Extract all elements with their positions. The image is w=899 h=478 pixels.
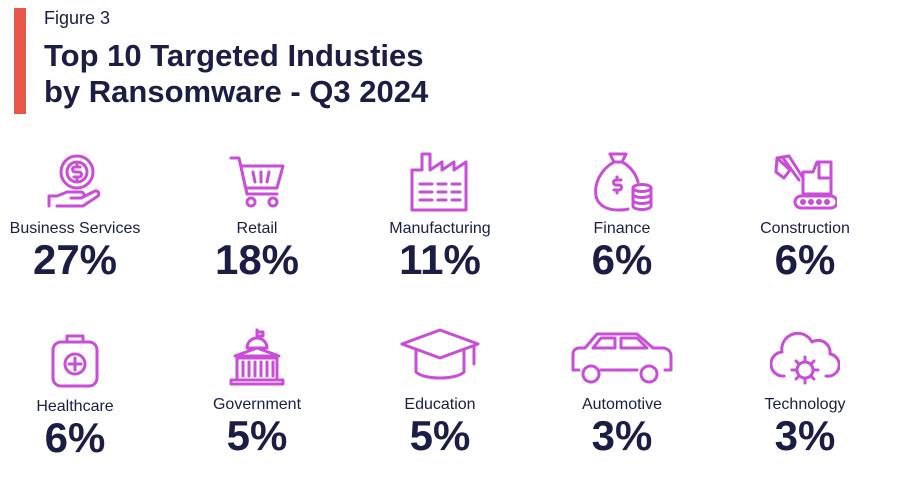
industry-card-education: Education 5% [349,326,531,457]
industry-card-healthcare: Healthcare 6% [0,328,166,459]
industry-value: 18% [214,236,300,283]
industry-label: Business Services [9,220,141,237]
excavator-icon [714,150,896,214]
accent-bar [14,8,26,114]
chart-title-line-1: Top 10 Targeted Industies [44,38,424,73]
industry-value: 11% [399,236,481,283]
medical-kit-icon [0,328,166,392]
industry-card-construction: Construction 6% [714,150,896,281]
industry-value: 3% [591,412,653,459]
industry-card-manufacturing: Manufacturing 11% [349,150,531,281]
industry-card-business-services: Business Services 27% [0,150,166,281]
industry-label: Government [212,396,302,413]
government-building-icon [166,326,348,390]
industry-card-automotive: Automotive 3% [531,326,713,457]
industry-card-government: Government 5% [166,326,348,457]
chart-title: Top 10 Targeted Industies by Ransomware … [44,38,644,110]
industry-label: Finance [593,220,651,237]
industry-value: 6% [591,236,653,283]
car-icon [531,326,713,390]
industry-label: Construction [760,220,850,237]
industry-value: 6% [44,414,106,461]
money-bag-icon [531,150,713,214]
industry-label: Manufacturing [389,220,491,237]
industry-label: Automotive [581,396,663,413]
cloud-gear-icon [714,326,896,390]
hand-coin-icon [0,150,166,214]
industry-card-finance: Finance 6% [531,150,713,281]
figure-label: Figure 3 [44,8,111,28]
industry-label: Healthcare [36,398,114,415]
industry-label: Retail [236,220,278,237]
graduation-cap-icon [349,326,531,390]
chart-title-line-2: by Ransomware - Q3 2024 [44,74,429,109]
shopping-cart-icon [166,150,348,214]
industry-label: Education [404,396,476,413]
industry-value: 3% [774,412,836,459]
industry-value: 27% [32,236,118,283]
industry-card-retail: Retail 18% [166,150,348,281]
factory-icon [349,150,531,214]
industry-value: 6% [774,236,836,283]
industry-card-technology: Technology 3% [714,326,896,457]
industry-value: 5% [226,412,288,459]
industry-value: 5% [409,412,471,459]
industry-label: Technology [764,396,846,413]
